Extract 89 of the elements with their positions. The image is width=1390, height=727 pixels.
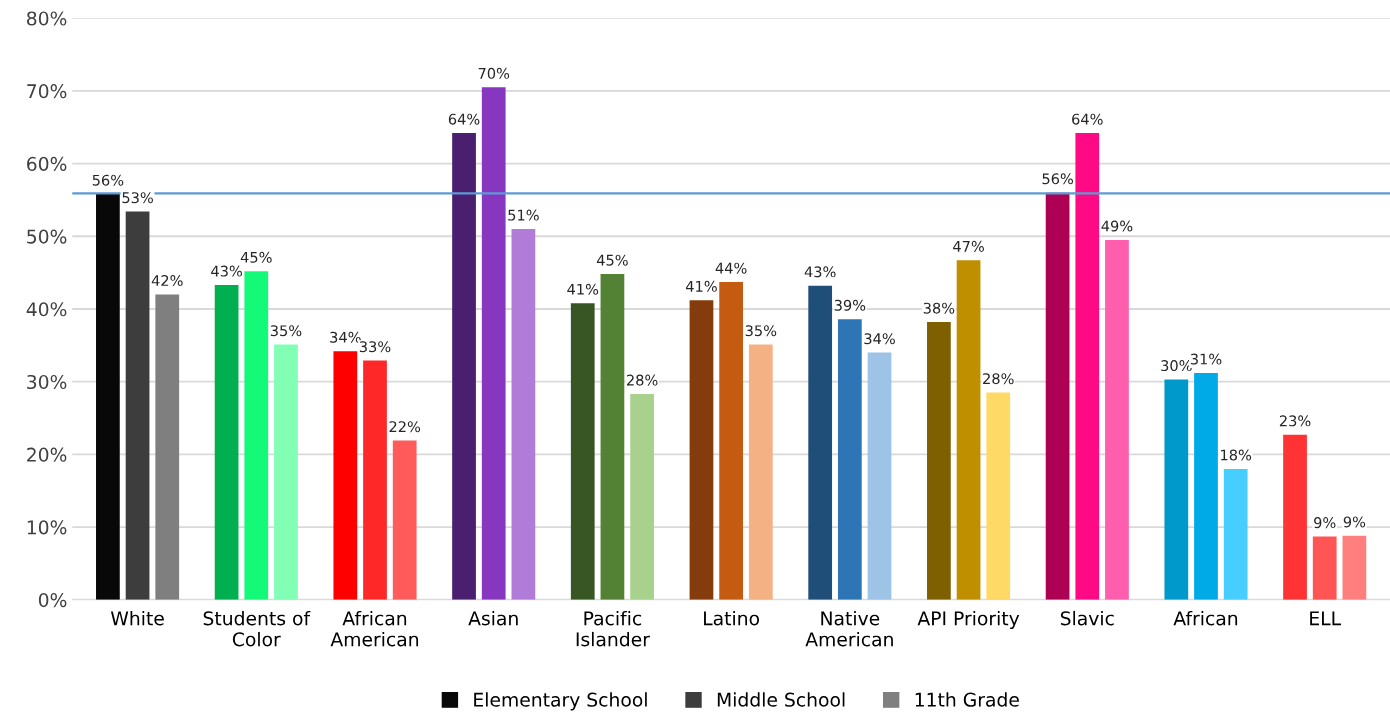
data-label: 45% xyxy=(596,254,628,266)
data-label: 70% xyxy=(478,67,510,79)
x-tick-label: API Priority xyxy=(917,610,1020,630)
y-tick-label: 60% xyxy=(27,156,67,171)
bar xyxy=(481,87,506,600)
bar xyxy=(392,440,417,600)
data-label: 34% xyxy=(330,331,361,343)
legend-label: Elementary School xyxy=(474,692,647,711)
data-label: 38% xyxy=(923,302,955,314)
data-label: 43% xyxy=(804,266,836,278)
bar xyxy=(570,303,595,600)
bar xyxy=(1075,133,1100,600)
bar xyxy=(927,322,951,600)
bar xyxy=(511,229,536,600)
y-tick-label: 40% xyxy=(26,302,67,317)
x-tick-label: Slavic xyxy=(1060,610,1114,626)
data-label: 9% xyxy=(1343,516,1366,528)
bar xyxy=(837,319,862,600)
data-label: 45% xyxy=(240,251,272,263)
x-tick-label: African xyxy=(1173,610,1238,626)
data-label: 39% xyxy=(834,299,866,311)
y-tick-label: 20% xyxy=(27,447,67,462)
data-label: 56% xyxy=(1042,173,1073,185)
data-label: 22% xyxy=(389,421,421,433)
x-tick-label: Students of Color xyxy=(203,610,311,647)
bar xyxy=(1312,536,1337,600)
legend-label: 11th Grade xyxy=(915,692,1019,707)
bar xyxy=(1045,192,1070,600)
data-label: 64% xyxy=(1072,113,1103,125)
bar xyxy=(452,133,476,600)
data-label: 18% xyxy=(1221,449,1252,461)
data-label: 30% xyxy=(1161,360,1192,372)
data-label: 49% xyxy=(1101,220,1133,232)
data-label: 42% xyxy=(151,275,183,287)
data-label: 28% xyxy=(983,373,1014,385)
bar xyxy=(1164,379,1189,600)
data-label: 23% xyxy=(1279,415,1311,427)
bar xyxy=(1194,372,1218,600)
data-label: 9% xyxy=(1314,517,1336,529)
x-tick-label: Pacific Islander xyxy=(576,610,650,647)
legend-label: Middle School xyxy=(717,692,845,707)
bar xyxy=(867,352,892,600)
y-tick-label: 30% xyxy=(27,374,67,390)
bar xyxy=(956,260,981,600)
y-tick-label: 80% xyxy=(27,11,67,26)
data-label: 41% xyxy=(567,283,599,295)
data-label: 56% xyxy=(92,174,124,186)
x-tick-label: ELL xyxy=(1310,611,1341,626)
data-label: 35% xyxy=(745,325,777,337)
bar xyxy=(1342,535,1367,600)
bar xyxy=(333,351,358,600)
data-label: 53% xyxy=(122,192,153,204)
y-tick-label: 70% xyxy=(27,84,67,99)
bar xyxy=(719,282,744,600)
data-label: 35% xyxy=(270,325,302,337)
bar xyxy=(1105,239,1129,600)
bar xyxy=(1223,468,1248,600)
bar xyxy=(748,344,773,600)
bar xyxy=(274,344,298,600)
bar xyxy=(1283,434,1307,600)
data-label: 31% xyxy=(1190,353,1222,365)
data-label: 43% xyxy=(211,265,243,277)
x-tick-label: White xyxy=(110,610,164,626)
x-tick-label: African American xyxy=(330,610,419,647)
data-label: 41% xyxy=(685,280,717,292)
bar xyxy=(600,274,625,600)
bar xyxy=(689,300,714,600)
x-tick-label: Native American xyxy=(805,610,893,647)
data-label: 64% xyxy=(448,113,480,125)
y-tick-label: 10% xyxy=(27,520,67,535)
x-tick-label: Latino xyxy=(704,610,760,626)
bar xyxy=(125,211,150,600)
bar xyxy=(363,360,387,600)
data-label: 34% xyxy=(864,333,895,345)
bar xyxy=(96,194,120,600)
bar xyxy=(155,294,180,600)
data-label: 44% xyxy=(715,262,747,274)
data-label: 47% xyxy=(953,240,984,252)
bar xyxy=(244,271,269,600)
bar xyxy=(808,285,833,600)
y-tick-label: 50% xyxy=(27,229,67,244)
data-label: 33% xyxy=(359,341,391,353)
data-label: 51% xyxy=(508,209,539,221)
data-label: 28% xyxy=(626,374,658,386)
x-tick-label: Asian xyxy=(468,610,518,626)
bar xyxy=(986,392,1011,600)
bar xyxy=(214,284,239,600)
y-tick-label: 0% xyxy=(38,592,67,608)
bar xyxy=(630,394,654,600)
